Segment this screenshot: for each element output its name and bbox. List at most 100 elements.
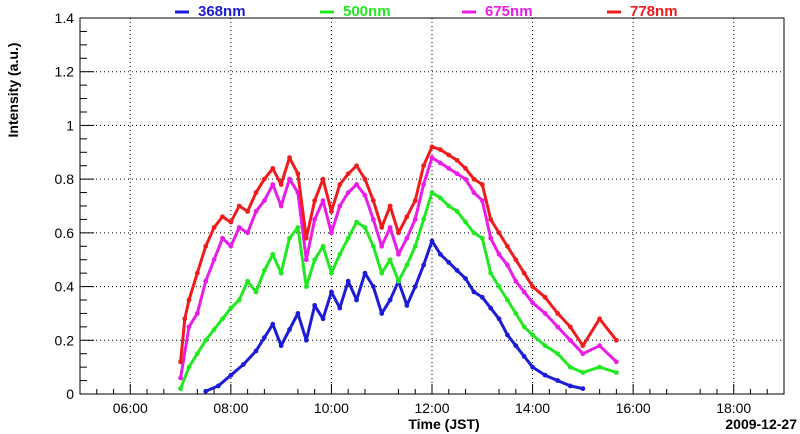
data-point (446, 166, 452, 171)
legend: 368nm 500nm 675nm 778nm (175, 3, 678, 20)
data-point (186, 324, 192, 330)
data-point (542, 343, 548, 349)
data-point (312, 302, 318, 308)
data-point (505, 262, 510, 268)
data-point (379, 311, 385, 316)
y-tick-label: 1.4 (55, 10, 75, 26)
data-point (194, 270, 200, 276)
data-point (354, 182, 359, 187)
data-point (429, 144, 435, 150)
data-point (521, 354, 527, 359)
data-point (479, 182, 485, 187)
data-point (370, 217, 376, 222)
data-point (496, 230, 502, 236)
data-point (454, 268, 460, 273)
data-point (215, 383, 221, 389)
data-point (567, 337, 573, 343)
legend-item: 368nm (175, 3, 246, 20)
data-point (253, 348, 259, 354)
data-point (613, 337, 619, 343)
data-point (228, 243, 234, 249)
x-tick-label: 08:00 (213, 400, 248, 416)
data-point (446, 203, 452, 209)
data-point (278, 343, 284, 349)
data-point (530, 300, 535, 306)
data-point (270, 166, 276, 171)
data-point (613, 370, 619, 375)
data-point (303, 235, 309, 241)
series-500nm (178, 190, 619, 392)
data-point (387, 297, 393, 303)
data-point (488, 217, 494, 222)
data-point (513, 343, 519, 349)
data-point (454, 157, 460, 163)
data-point (354, 297, 359, 303)
data-point (203, 278, 209, 284)
data-point (530, 284, 535, 289)
data-point (437, 147, 443, 153)
data-point (463, 276, 468, 281)
x-tick-label: 06:00 (113, 400, 148, 416)
data-point (337, 305, 343, 311)
data-point (236, 203, 242, 209)
data-point (471, 230, 477, 236)
data-point (295, 171, 301, 177)
data-point (182, 316, 188, 322)
data-point (270, 251, 276, 257)
data-point (379, 243, 385, 249)
data-point (312, 198, 318, 204)
data-point (278, 270, 284, 276)
data-point (270, 182, 276, 187)
data-point (488, 235, 494, 241)
data-point (471, 190, 477, 195)
legend-item: 778nm (607, 3, 678, 20)
data-point (220, 316, 225, 322)
data-point (496, 251, 502, 257)
data-point (597, 364, 603, 370)
data-point (421, 163, 427, 169)
data-point (253, 208, 259, 214)
data-point (329, 230, 334, 236)
data-point (337, 182, 343, 187)
data-point (471, 289, 477, 295)
data-point (295, 225, 301, 230)
x-tick-label: 16:00 (616, 400, 651, 416)
data-point (211, 225, 217, 230)
data-point (345, 190, 351, 195)
data-point (429, 238, 435, 244)
data-point (387, 257, 393, 263)
data-point (505, 243, 510, 249)
data-point (320, 198, 326, 204)
data-point (287, 155, 292, 161)
data-point (521, 324, 527, 330)
data-point (446, 152, 452, 158)
data-point (178, 386, 183, 392)
data-point (542, 372, 548, 378)
data-point (362, 192, 368, 198)
data-point (567, 324, 573, 330)
data-point (488, 270, 494, 276)
data-point (329, 270, 334, 276)
data-point (597, 316, 603, 322)
data-point (404, 214, 410, 220)
data-point (245, 278, 251, 284)
data-point (354, 163, 359, 169)
data-point (496, 316, 502, 322)
data-point (530, 332, 535, 338)
data-point (278, 182, 284, 187)
data-point (387, 203, 393, 209)
data-point (396, 278, 401, 284)
data-point (555, 311, 561, 316)
data-point (412, 198, 418, 204)
series-368nm (203, 238, 586, 394)
data-point (580, 370, 586, 375)
data-point (505, 297, 510, 303)
data-point (345, 171, 351, 177)
data-point (387, 225, 393, 230)
data-points (178, 144, 619, 394)
data-point (270, 321, 276, 327)
data-point (463, 166, 468, 171)
data-point (345, 278, 351, 284)
y-tick-label: 1.2 (55, 64, 75, 80)
